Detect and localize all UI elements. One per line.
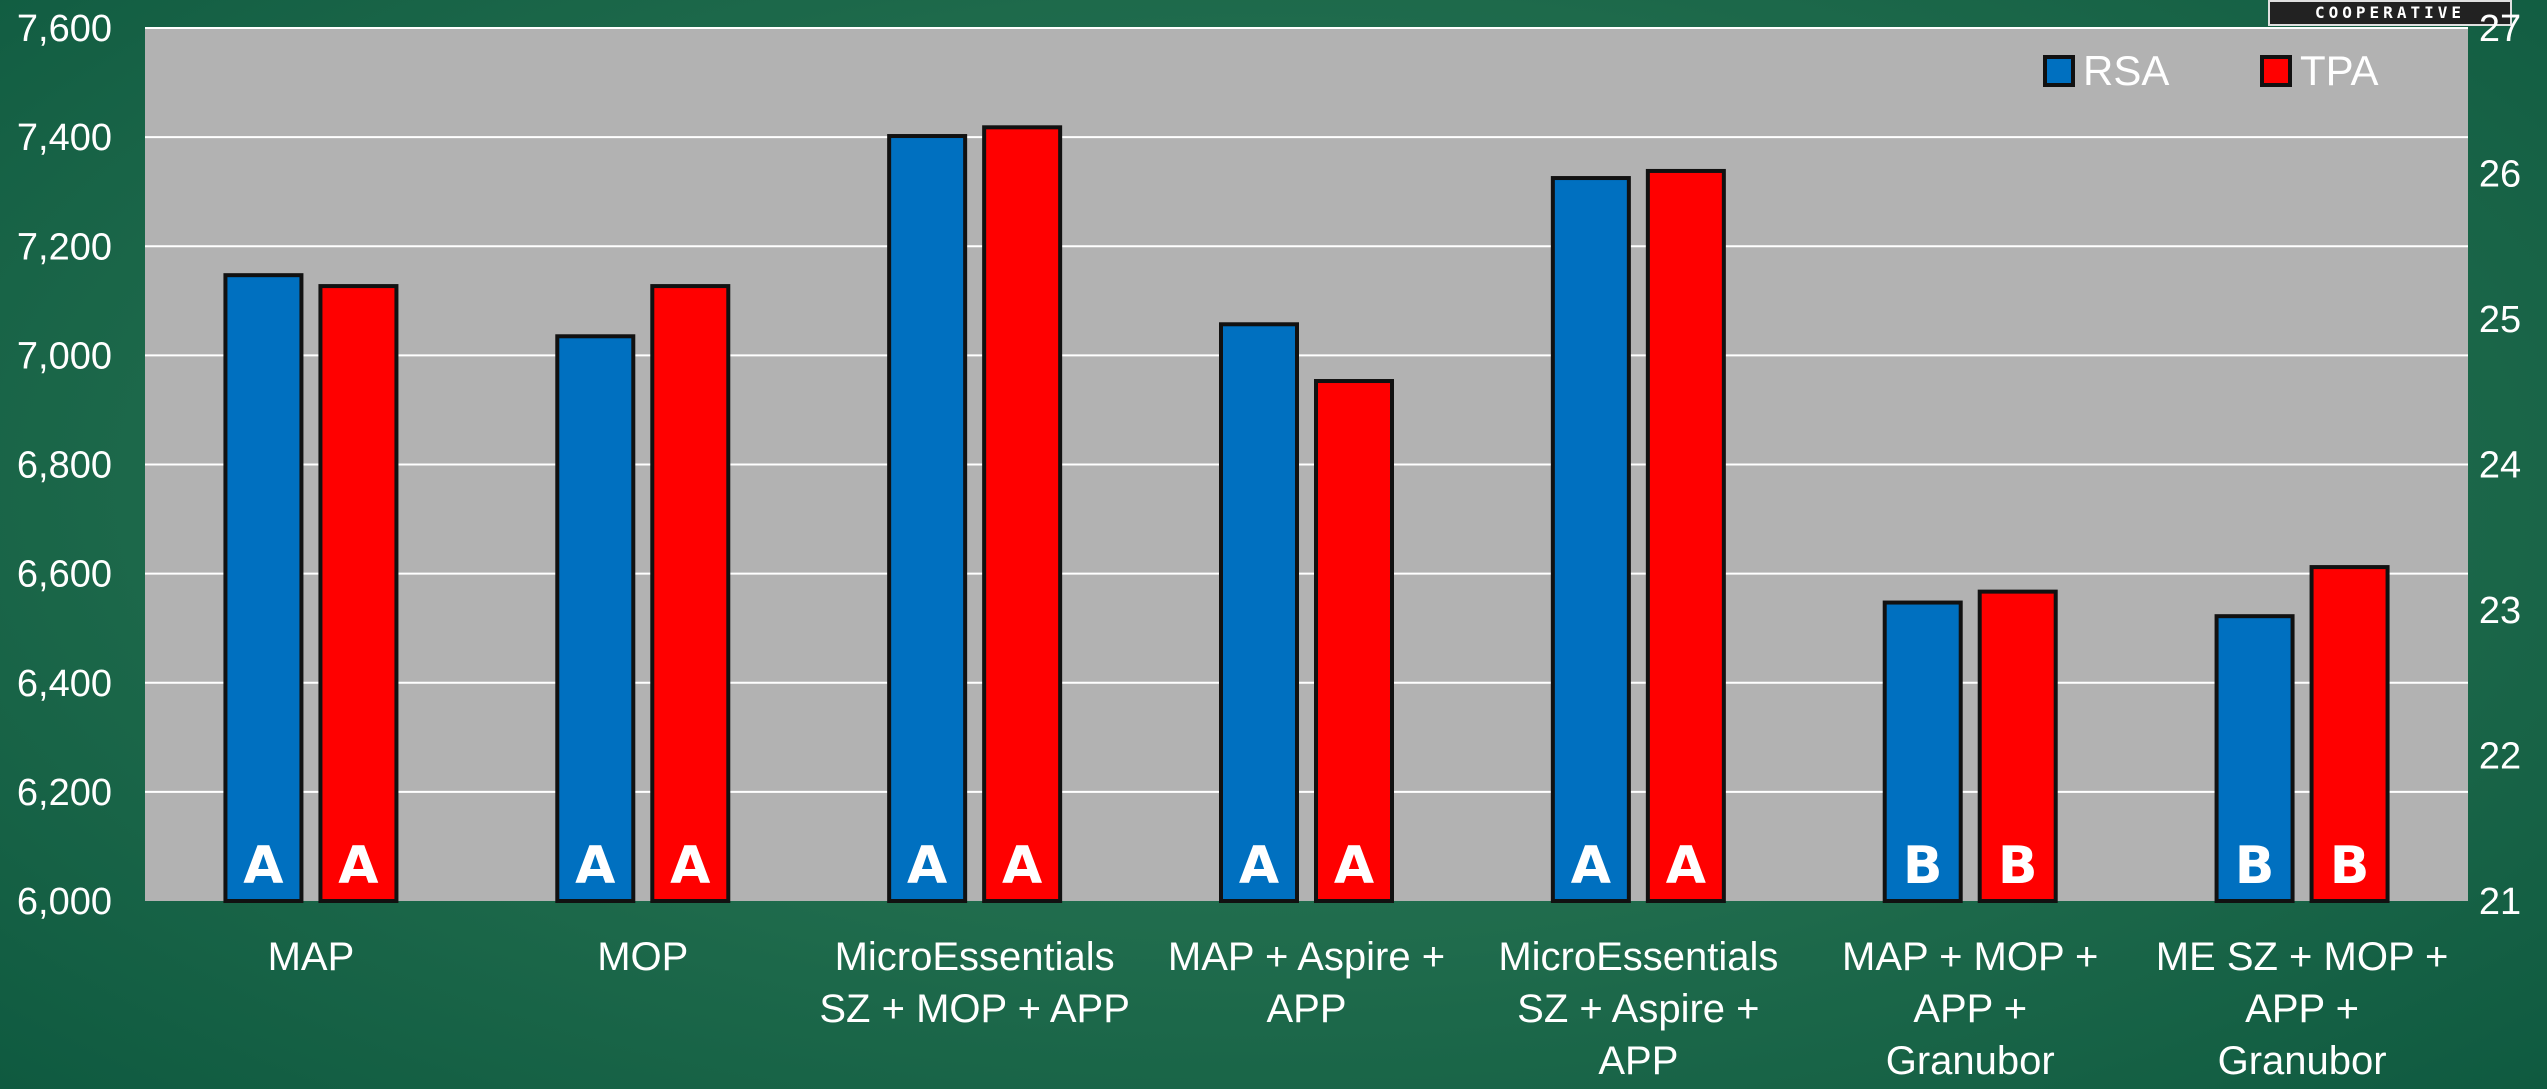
x-tick-label: Granubor	[2218, 1039, 2387, 1083]
x-tick-label: MAP + MOP +	[1842, 935, 2098, 979]
significance-letter: A	[1239, 836, 1279, 896]
bar-rsa	[1550, 176, 1631, 903]
x-tick-label: MAP	[268, 935, 355, 979]
significance-letter: A	[1571, 836, 1611, 896]
significance-letter: B	[1998, 836, 2038, 896]
x-tick-label: ME SZ + MOP +	[2156, 935, 2449, 979]
y-tick-label: 6,400	[17, 663, 112, 705]
bar-rsa	[1882, 600, 1963, 904]
significance-letter: B	[2330, 836, 2370, 896]
significance-letter: B	[1903, 836, 1943, 896]
significance-letter: A	[1002, 836, 1042, 896]
y-tick-label: 6,600	[17, 554, 112, 596]
significance-letter: B	[2235, 836, 2275, 896]
legend-swatch-rsa	[2043, 55, 2075, 87]
bar-tpa	[1977, 589, 2058, 903]
cooperative-logo: COOPERATIVE	[2268, 0, 2512, 26]
x-tick-label: APP	[1598, 1039, 1678, 1083]
y2-tick-label: 21	[2479, 881, 2521, 923]
x-tick-label: APP +	[2245, 987, 2359, 1031]
x-tick-label: MicroEssentials	[1498, 935, 1778, 979]
x-tick-label: MAP + Aspire +	[1168, 935, 1445, 979]
bar-rsa	[1219, 322, 1299, 904]
y-tick-label: 7,600	[17, 8, 112, 50]
y2-tick-label: 26	[2479, 154, 2521, 196]
y-tick-label: 6,800	[17, 445, 112, 487]
y-tick-label: 7,400	[17, 117, 112, 159]
significance-letter: A	[338, 836, 378, 896]
significance-letter: A	[907, 836, 947, 896]
significance-letter: A	[575, 836, 615, 896]
y-tick-label: 7,200	[17, 226, 112, 268]
significance-letter: A	[243, 836, 283, 896]
bar-rsa	[2214, 614, 2295, 904]
significance-letter: A	[670, 836, 710, 896]
bar-tpa	[650, 284, 731, 903]
x-tick-label: MOP	[597, 935, 688, 979]
y-tick-label: 6,000	[17, 881, 112, 923]
significance-letter: A	[1666, 836, 1706, 896]
bar-tpa	[1645, 168, 1726, 904]
legend-swatch-tpa	[2260, 55, 2292, 87]
x-tick-label: SZ + Aspire +	[1517, 987, 1759, 1031]
bar-rsa	[887, 134, 968, 903]
bar-rsa	[555, 334, 636, 903]
y2-tick-label: 24	[2479, 445, 2521, 487]
x-tick-label: APP +	[1913, 987, 2027, 1031]
x-tick-label: MicroEssentials	[835, 935, 1115, 979]
x-tick-label: SZ + MOP + APP	[819, 987, 1130, 1031]
y2-tick-label: 27	[2479, 8, 2521, 50]
x-tick-label: APP	[1266, 987, 1346, 1031]
y2-tick-label: 22	[2479, 736, 2521, 778]
bar-rsa	[223, 273, 304, 903]
y-tick-label: 7,000	[17, 335, 112, 377]
bar-tpa	[2309, 565, 2390, 903]
x-tick-label: Granubor	[1886, 1039, 2055, 1083]
significance-letter: A	[1334, 836, 1374, 896]
legend-label-tpa: TPA	[2300, 47, 2379, 94]
y2-tick-label: 25	[2479, 299, 2521, 341]
bar-tpa	[982, 125, 1063, 903]
bar-tpa	[1314, 379, 1394, 904]
legend-label-rsa: RSA	[2083, 47, 2169, 94]
y-tick-label: 6,200	[17, 772, 112, 814]
bar-tpa	[318, 284, 399, 903]
y2-tick-label: 23	[2479, 590, 2521, 632]
